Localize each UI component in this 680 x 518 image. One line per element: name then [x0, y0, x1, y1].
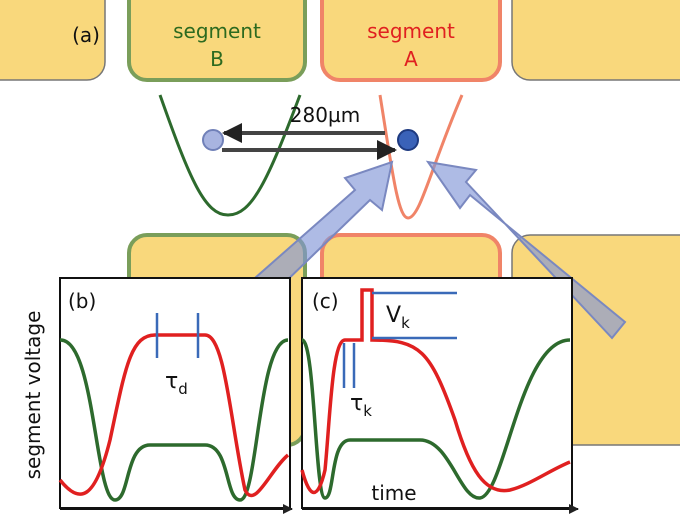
panel-label: (c) — [312, 289, 339, 313]
segment-name: B — [210, 47, 224, 71]
panel-label: (a) — [72, 23, 100, 47]
panel-label: (b) — [68, 289, 96, 313]
symbol: τ — [165, 369, 178, 394]
subscript: k — [401, 314, 410, 332]
panel-c — [302, 278, 572, 508]
well-a — [380, 95, 462, 218]
ion-end — [398, 130, 418, 150]
segment-name: segment — [367, 19, 455, 43]
symbol: τ — [350, 391, 363, 416]
subscript: k — [363, 402, 372, 420]
symbol: V — [386, 303, 401, 328]
segment-name: A — [404, 47, 418, 71]
x-axis-label: time — [371, 481, 416, 505]
ion-start — [203, 130, 223, 150]
segment-name: segment — [173, 19, 261, 43]
figure: (a) segment B segment A 280µm (b) τd (c)… — [0, 0, 680, 518]
well-b — [160, 95, 300, 215]
y-axis-label: segment voltage — [21, 311, 45, 480]
subscript: d — [178, 380, 188, 398]
distance-label: 280µm — [290, 103, 360, 127]
electrode — [512, 0, 680, 80]
